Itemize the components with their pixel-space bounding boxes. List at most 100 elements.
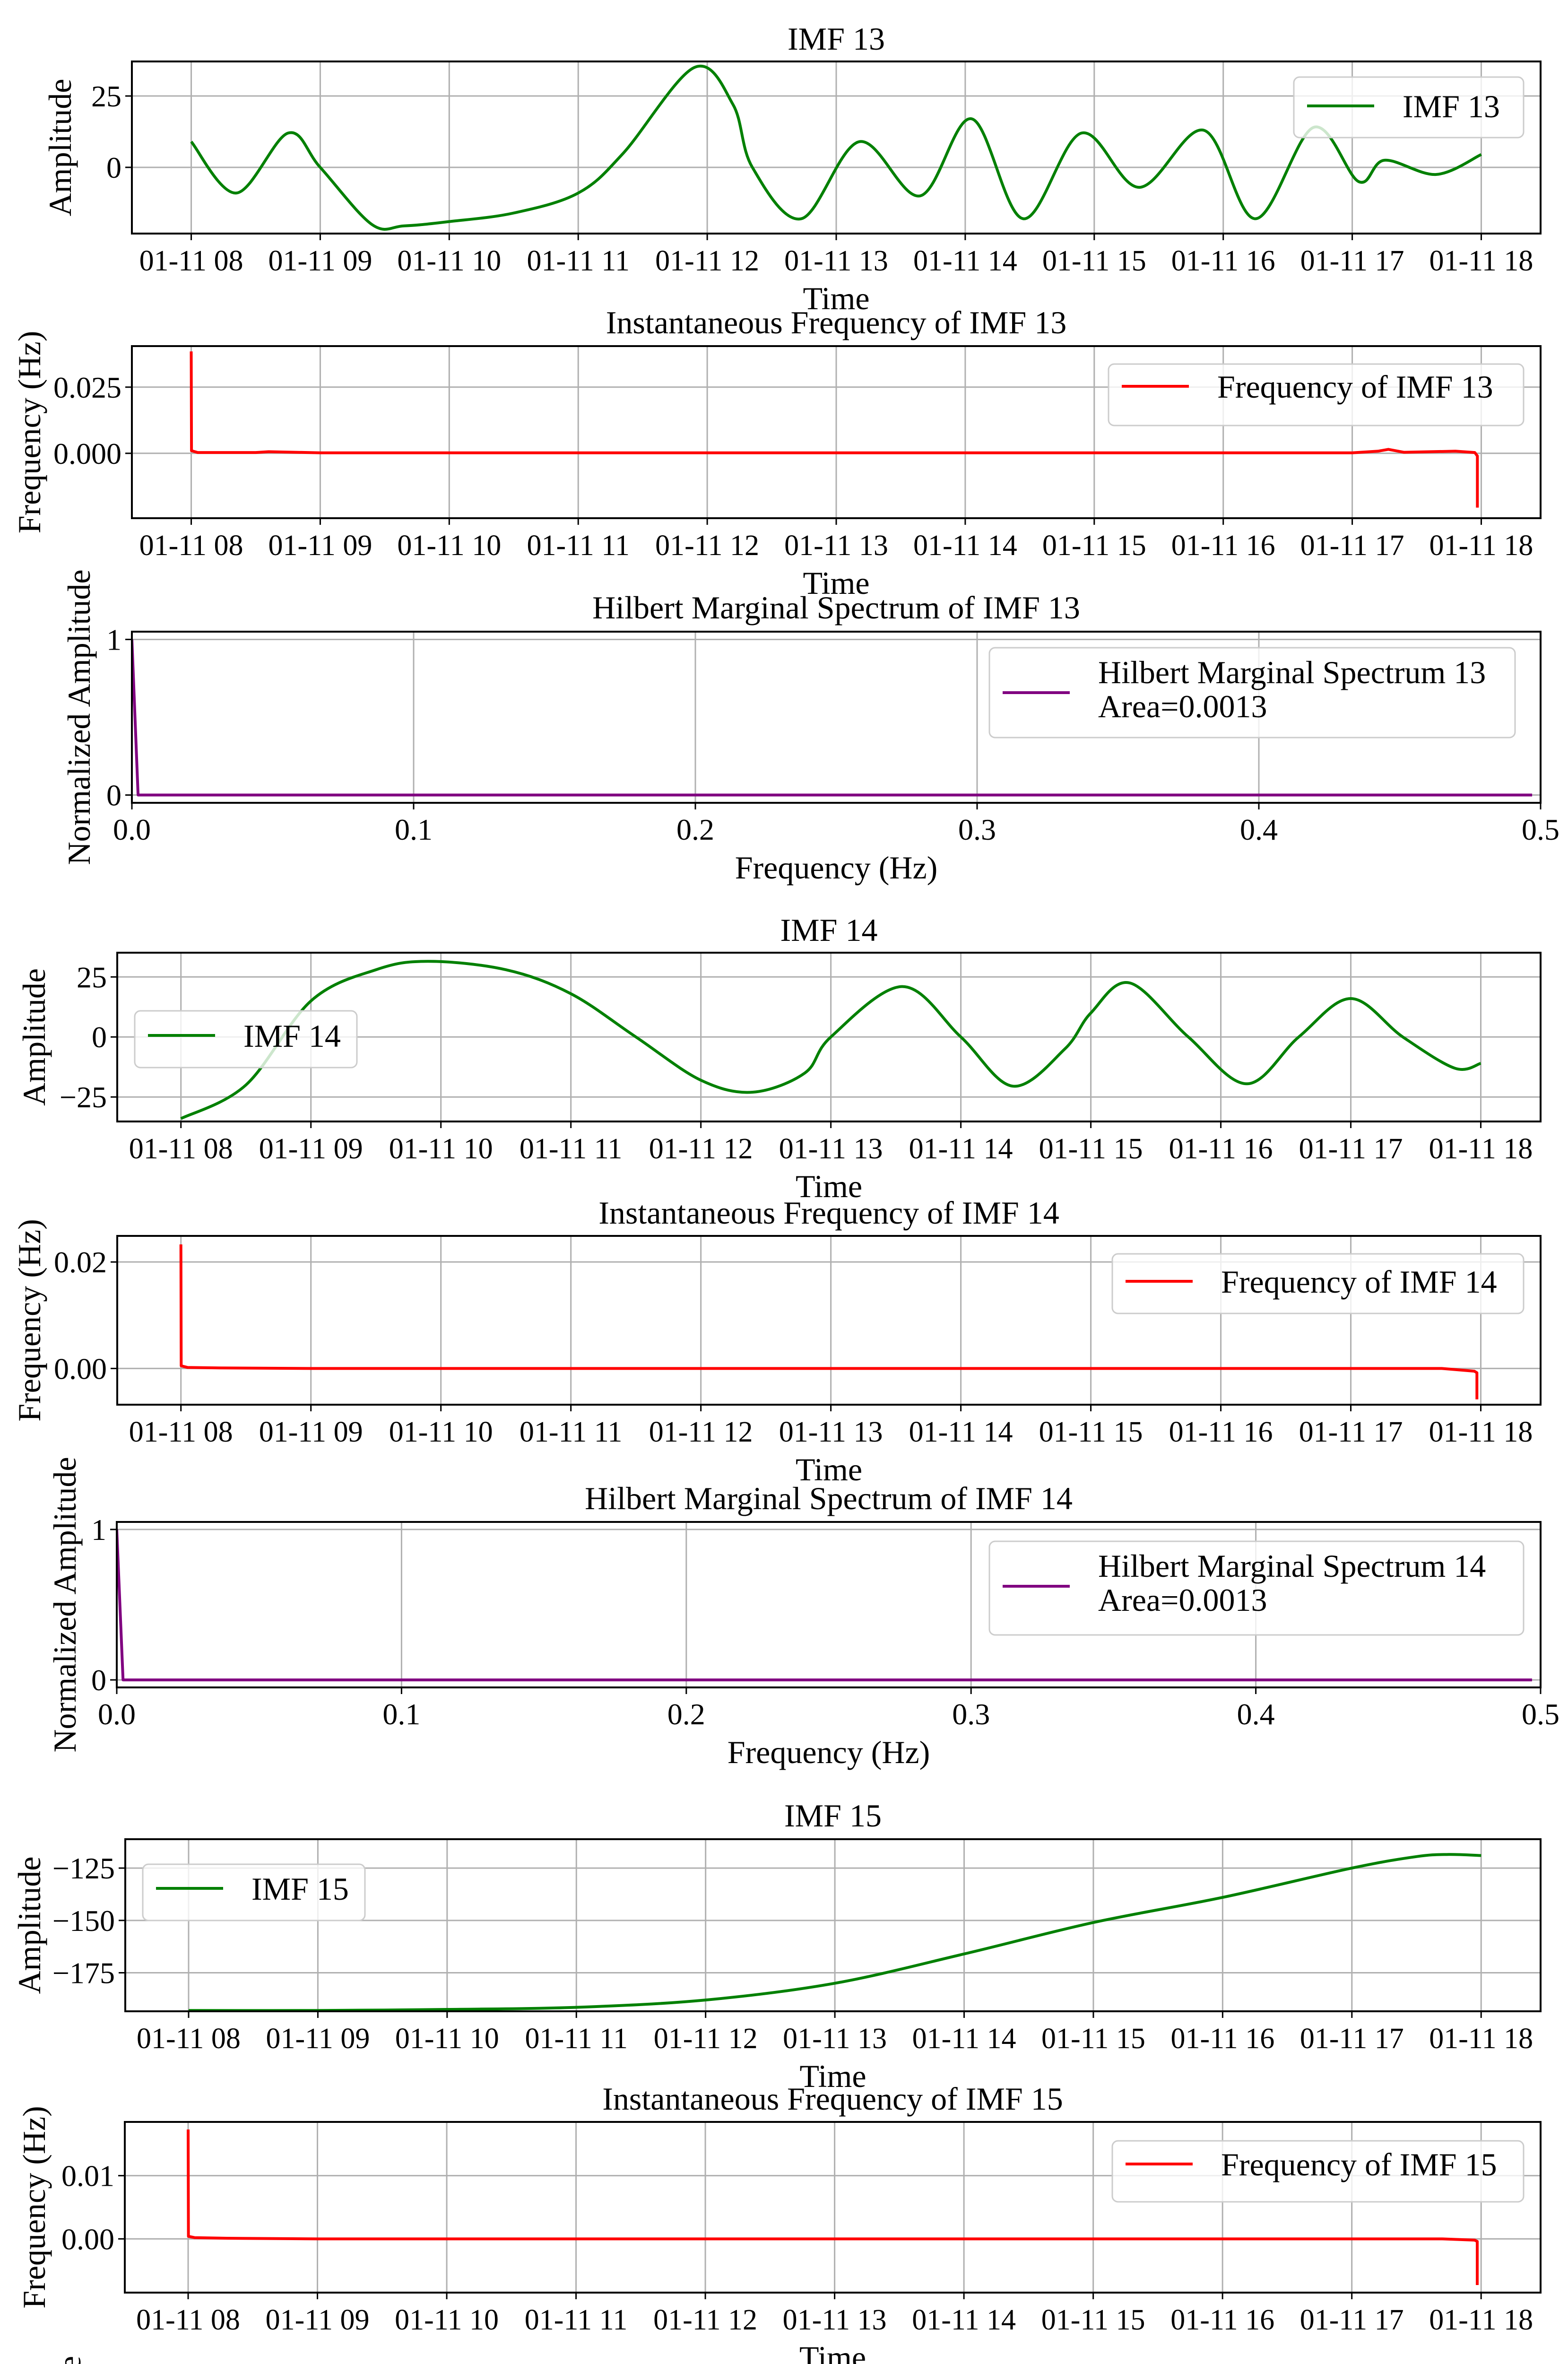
legend-label: Frequency of IMF 14 (1221, 1264, 1497, 1300)
x-tick-label: 01-11 17 (1300, 530, 1404, 562)
x-tick-label: 01-11 11 (525, 2304, 628, 2336)
legend: Frequency of IMF 14 (1111, 1253, 1525, 1314)
series-line (190, 351, 1479, 508)
x-tick-label: 01-11 11 (525, 2023, 628, 2055)
x-tick-label: 01-11 17 (1299, 1416, 1403, 1448)
x-tick-label: 01-11 13 (779, 1416, 883, 1448)
x-tick-label: 01-11 14 (909, 1416, 1013, 1448)
x-tick-label: 01-11 18 (1429, 2023, 1533, 2055)
series-line (132, 639, 1533, 797)
subplot-imf13_amplitude: 01-11 08 01-11 09 01-11 10 01-11 11 01-11 12… (42, 21, 1542, 316)
x-tick-label: 01-11 14 (912, 2304, 1016, 2336)
x-tick-label: 01-11 17 (1300, 2023, 1404, 2055)
x-tick-label: 01-11 09 (266, 2023, 370, 2055)
x-axis-label: Time (796, 1168, 862, 1204)
legend-label: Area=0.0013 (1098, 1582, 1267, 1618)
x-tick-label: 01-11 12 (655, 245, 759, 277)
y-tick-label: 1 (106, 623, 121, 656)
y-tick-label: 0 (106, 151, 121, 184)
x-tick-label: 01-11 09 (266, 2304, 370, 2336)
legend-label: IMF 13 (1403, 88, 1500, 124)
x-tick-label: 01-11 10 (389, 1416, 493, 1448)
y-tick-label: 1 (91, 1513, 106, 1547)
y-tick-label: 0 (106, 779, 121, 812)
legend-label: Area=0.0013 (1098, 688, 1267, 724)
x-tick-label: 01-11 12 (653, 2304, 757, 2336)
x-tick-label: 0.0 (113, 813, 151, 846)
x-tick-label: 01-11 11 (520, 1416, 623, 1448)
x-tick-label: 01-11 14 (913, 530, 1017, 562)
subplot-title: Instantaneous Frequency of IMF 14 (598, 1195, 1059, 1231)
subplot-title: Hilbert Marginal Spectrum of IMF 14 (585, 1480, 1073, 1516)
x-tick-label: 01-11 18 (1429, 530, 1533, 562)
series-line (179, 1244, 1479, 1399)
x-tick-label: 01-11 08 (139, 530, 243, 562)
axes-frame (124, 2121, 1542, 2294)
x-tick-label: 01-11 08 (137, 2023, 241, 2055)
subplot-title: Instantaneous Frequency of IMF 15 (602, 2081, 1063, 2117)
y-tick-label: 0.00 (54, 1352, 107, 1385)
subplot-imf15_frequency: 01-11 08 01-11 09 01-11 10 01-11 11 01-11 12… (16, 2081, 1542, 2364)
axes-frame (116, 1521, 1542, 1688)
x-tick-label: 01-11 14 (909, 1133, 1013, 1165)
x-tick-label: 01-11 09 (268, 245, 372, 277)
x-tick-label: 01-11 12 (649, 1133, 753, 1165)
x-tick-label: 01-11 16 (1169, 1416, 1273, 1448)
subplot-imf13_hilbert: 0.0 0.1 0.2 0.3 0.4 0.5 0 1 Hilbert Marginal Spe… (61, 569, 1559, 886)
legend-label: Frequency of IMF 13 (1217, 369, 1493, 405)
x-tick-label: 01-11 16 (1169, 1133, 1273, 1165)
x-tick-label: 01-11 16 (1171, 530, 1275, 562)
y-tick-label: 25 (77, 960, 107, 994)
x-tick-label: 01-11 13 (784, 245, 888, 277)
x-tick-label: 01-11 10 (397, 530, 501, 562)
x-tick-label: 01-11 10 (395, 2023, 499, 2055)
x-tick-label: 01-11 17 (1300, 245, 1404, 277)
y-axis-label: Normalized Amplitude (61, 569, 97, 865)
subplot-title: Instantaneous Frequency of IMF 13 (606, 304, 1066, 340)
legend-label: Hilbert Marginal Spectrum 13 (1098, 654, 1486, 690)
subplot-title: IMF 13 (788, 21, 885, 57)
x-tick-label: 01-11 08 (129, 1133, 233, 1165)
subplot-imf15_amplitude: 01-11 08 01-11 09 01-11 10 01-11 11 01-11 12… (11, 1798, 1542, 2094)
x-axis-label: Time (803, 280, 869, 316)
x-tick-label: 0.2 (676, 813, 714, 846)
x-tick-label: 0.0 (98, 1697, 136, 1731)
x-tick-label: 01-11 16 (1170, 2023, 1274, 2055)
y-tick-label: −125 (52, 1851, 115, 1885)
x-tick-label: 01-11 18 (1429, 1416, 1533, 1448)
subplot-imf14_amplitude: 01-11 08 01-11 09 01-11 10 01-11 11 01-11 12… (16, 912, 1542, 1204)
x-tick-label: 01-11 08 (129, 1416, 233, 1448)
subplot-title: Hilbert Marginal Spectrum of IMF 13 (592, 590, 1080, 626)
y-tick-label: −150 (52, 1904, 115, 1938)
y-axis-label: Frequency (Hz) (11, 331, 47, 534)
x-tick-label: 0.4 (1240, 813, 1278, 846)
x-tick-label: 01-11 18 (1429, 2304, 1533, 2336)
x-tick-label: 01-11 12 (655, 530, 759, 562)
subplot-imf14_frequency: 01-11 08 01-11 09 01-11 10 01-11 11 01-11 12… (11, 1195, 1542, 1487)
x-tick-label: 01-11 15 (1042, 245, 1146, 277)
legend: Frequency of IMF 15 (1111, 2140, 1525, 2203)
y-tick-label: 0.025 (53, 371, 121, 404)
x-tick-label: 01-11 17 (1300, 2304, 1404, 2336)
x-tick-label: 01-11 11 (527, 245, 630, 277)
x-tick-label: 01-11 12 (649, 1416, 753, 1448)
legend: Frequency of IMF 13 (1108, 363, 1525, 426)
x-tick-label: 01-11 13 (783, 2304, 887, 2336)
y-tick-label: 0 (91, 1663, 106, 1697)
x-tick-label: 01-11 14 (912, 2023, 1016, 2055)
x-tick-label: 01-11 13 (779, 1133, 883, 1165)
y-axis-label: Amplitude (42, 79, 78, 217)
y-tick-label: 25 (91, 79, 121, 113)
x-tick-label: 01-11 09 (259, 1416, 363, 1448)
y-axis-label: Normalized Amplitude (47, 1457, 83, 1752)
subplot-imf14_hilbert: 0.0 0.1 0.2 0.3 0.4 0.5 0 1 Hilbert Marginal Spe… (47, 1457, 1559, 1770)
x-axis-label: Time (799, 2339, 866, 2364)
x-tick-label: 01-11 12 (654, 2023, 758, 2055)
x-axis-label: Frequency (Hz) (735, 850, 938, 886)
x-axis-label: Time (803, 565, 869, 601)
axes-frame (124, 1838, 1542, 2012)
series-line (188, 1853, 1481, 2011)
